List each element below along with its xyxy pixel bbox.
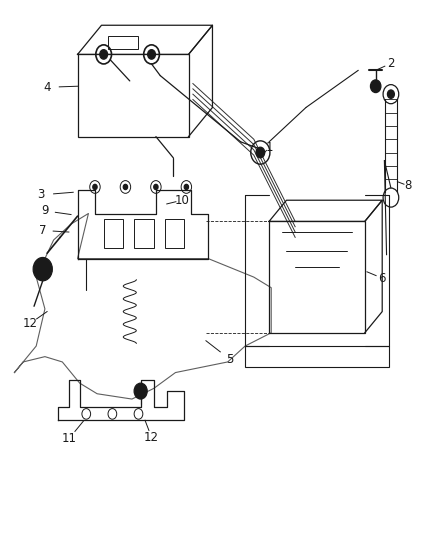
Text: 12: 12: [22, 317, 37, 330]
Circle shape: [123, 184, 127, 190]
Circle shape: [371, 80, 381, 93]
Bar: [104, 219, 123, 248]
Text: 5: 5: [226, 353, 233, 366]
Text: 2: 2: [387, 57, 395, 70]
Circle shape: [33, 257, 52, 281]
Text: 3: 3: [37, 189, 44, 201]
Circle shape: [100, 50, 108, 59]
Circle shape: [134, 383, 147, 399]
Circle shape: [388, 90, 394, 99]
Text: 11: 11: [61, 432, 76, 446]
Bar: [108, 36, 138, 49]
Text: 1: 1: [265, 141, 273, 154]
Bar: [165, 219, 184, 248]
Text: 12: 12: [144, 431, 159, 444]
Bar: [269, 221, 365, 333]
Text: 8: 8: [405, 180, 412, 192]
Bar: [134, 219, 154, 248]
Circle shape: [184, 184, 188, 190]
Bar: [78, 54, 188, 136]
Circle shape: [256, 147, 265, 158]
Circle shape: [148, 50, 155, 59]
Text: 10: 10: [175, 193, 190, 207]
Text: 7: 7: [39, 224, 46, 237]
Circle shape: [154, 184, 158, 190]
Bar: [245, 346, 389, 367]
Text: 6: 6: [378, 272, 386, 285]
Text: 9: 9: [41, 204, 49, 217]
Circle shape: [93, 184, 97, 190]
Text: 4: 4: [43, 81, 51, 94]
